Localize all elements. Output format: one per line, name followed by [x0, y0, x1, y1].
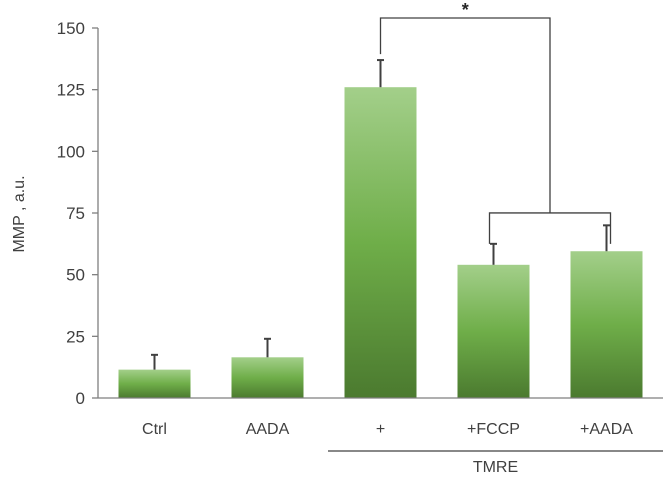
significance-annotation: * [379, 0, 612, 244]
y-tick-label: 50 [66, 266, 85, 285]
bar-+ [344, 87, 417, 398]
bar-+AADA [570, 251, 643, 398]
x-tick-label: + [376, 421, 385, 438]
error-bars [151, 59, 610, 370]
comparison-bracket [488, 212, 612, 244]
group-label: TMRE [473, 459, 518, 476]
bar-Ctrl [118, 369, 191, 398]
bar-AADA [231, 357, 304, 398]
y-tick-label: 25 [66, 327, 85, 346]
x-tick-label: +AADA [580, 421, 633, 438]
y-axis-title: MMP , a.u. [11, 175, 28, 252]
x-tick-label: AADA [246, 421, 290, 438]
y-tick-label: 0 [76, 389, 85, 408]
bar-+FCCP [457, 264, 530, 398]
bars [118, 87, 643, 398]
x-tick-label: Ctrl [142, 421, 167, 438]
y-tick-label: 100 [57, 142, 85, 161]
y-tick-label: 150 [57, 19, 85, 38]
y-tick-label: 125 [57, 81, 85, 100]
significance-star: * [462, 0, 469, 20]
y-axis: 0 25 50 75 100 125 150 [57, 19, 99, 408]
significance-bracket [379, 17, 551, 213]
x-axis: Ctrl AADA + +FCCP +AADA [98, 397, 663, 438]
x-tick-label: +FCCP [467, 421, 520, 438]
y-tick-label: 75 [66, 204, 85, 223]
group-annotation: TMRE [328, 450, 663, 476]
